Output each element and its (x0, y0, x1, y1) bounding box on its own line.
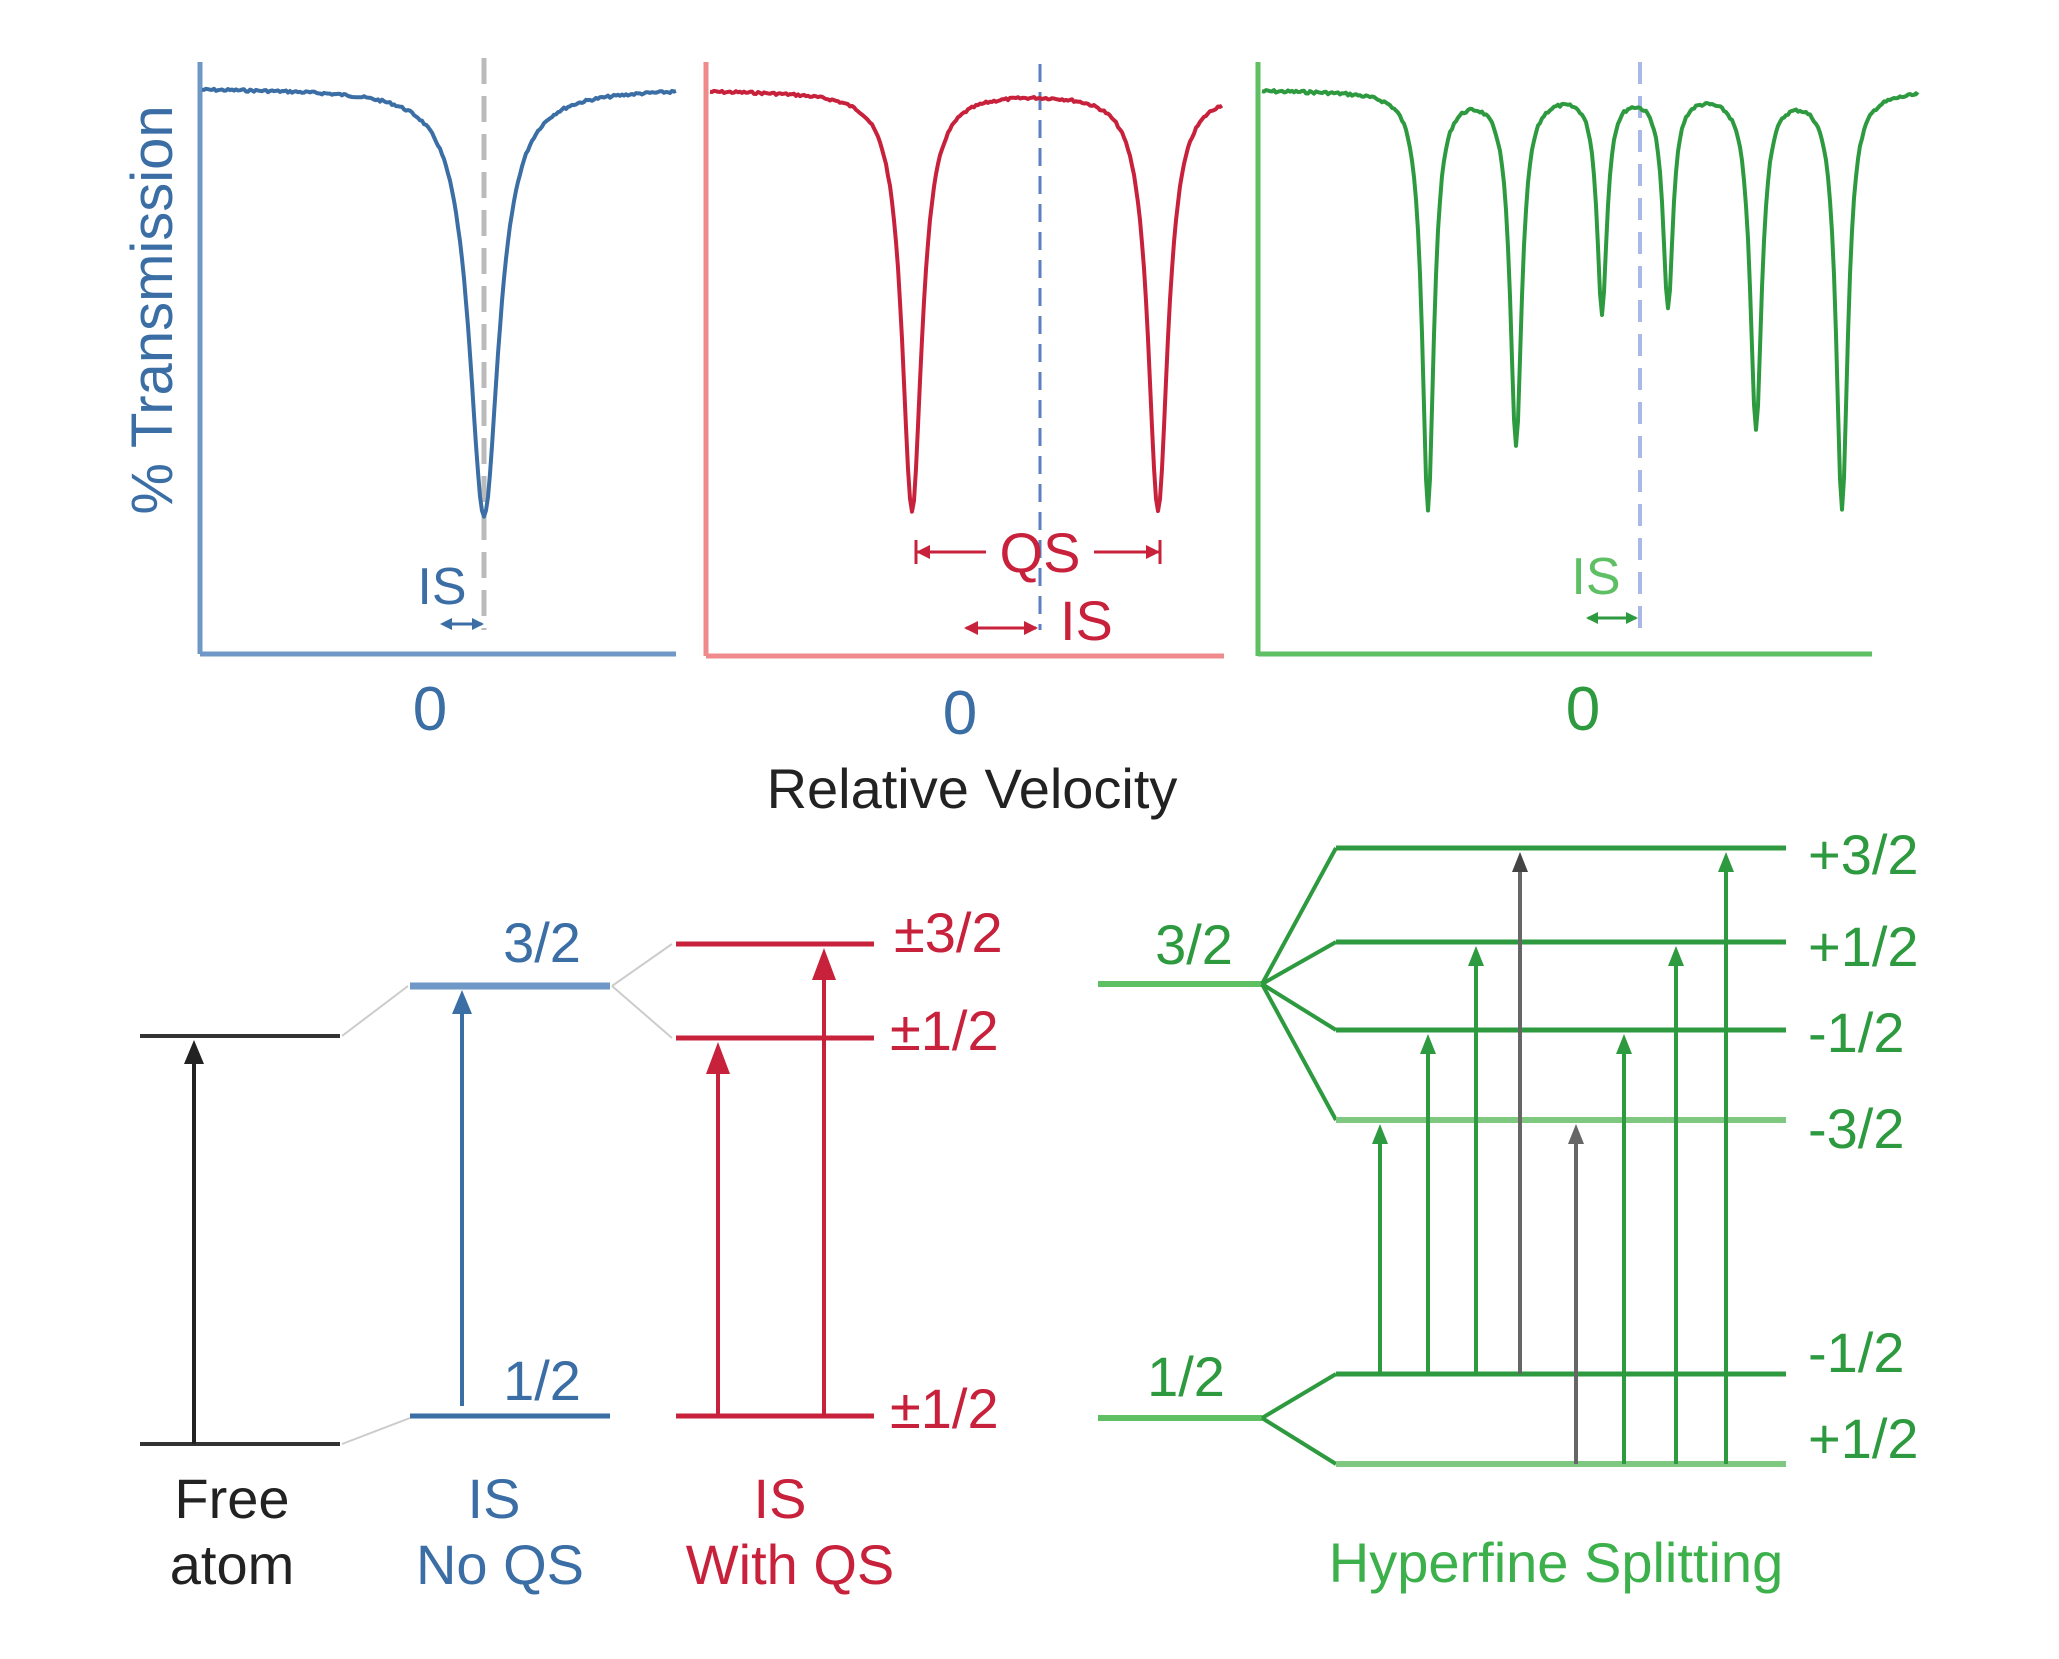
zero-label: 0 (943, 679, 977, 748)
isomer-shift-label: IS (1571, 548, 1620, 606)
ground-spin-label: 1/2 (1147, 1345, 1225, 1408)
excited-upper-spin-label: ±3/2 (894, 901, 1003, 964)
arrow-head (1668, 946, 1684, 966)
spectrum-curve (201, 86, 677, 519)
arrow-head (184, 1040, 204, 1064)
spectrum-curve (1261, 88, 1920, 513)
sublevel-label: +1/2 (1808, 915, 1919, 978)
spectrum-panel-single: 0 IS (197, 58, 677, 744)
free-atom-levels: Free atom (140, 1034, 340, 1596)
connector (611, 943, 673, 987)
zero-label: 0 (1566, 675, 1600, 744)
connector (341, 1417, 411, 1445)
arrow-head (1420, 1034, 1436, 1054)
isomer-shift-arrow (440, 618, 484, 630)
caption-line2: atom (170, 1533, 295, 1596)
sublevel-label: +1/2 (1808, 1407, 1919, 1470)
hyperfine-levels: 3/2 1/2 +3/2 +1/2 -1/2 -3/2 -1/2 +1/2 (1098, 823, 1919, 1594)
sublevel-label: -1/2 (1808, 1001, 1905, 1064)
quadrupole-splitting-arrow (914, 540, 1162, 564)
excited-spin-label: 3/2 (503, 911, 581, 974)
hyperfine-transitions (1372, 852, 1734, 1464)
connector (341, 985, 409, 1037)
connector (611, 985, 673, 1039)
spectra-section: % Transmission 0 IS 0 (120, 58, 1920, 820)
excited-fan (1260, 847, 1338, 1121)
excited-spin-label: 3/2 (1155, 913, 1233, 976)
arrow-head (706, 1042, 730, 1074)
caption-line2: With QS (686, 1533, 894, 1596)
arrow-head (1718, 852, 1734, 872)
arrow-head (1616, 1034, 1632, 1054)
ground-fan (1260, 1372, 1338, 1466)
spectrum-panel-sextet: 0 IS (1255, 62, 1920, 744)
zero-label: 0 (413, 675, 447, 744)
ground-spin-label: ±1/2 (890, 1377, 999, 1440)
x-axis-label: Relative Velocity (767, 757, 1178, 820)
isomer-shift-label: IS (1060, 589, 1113, 652)
isomer-shift-label: IS (417, 558, 466, 616)
caption-line1: Free (174, 1467, 289, 1530)
sublevel-label: -3/2 (1808, 1097, 1905, 1160)
ground-spin-label: 1/2 (503, 1349, 581, 1412)
is-no-qs-levels: 3/2 1/2 IS No QS (410, 911, 610, 1596)
is-with-qs-levels: ±3/2 ±1/2 ±1/2 IS With QS (676, 901, 1003, 1596)
arrow-head (452, 990, 472, 1014)
quadrupole-splitting-label: QS (1000, 521, 1081, 584)
isomer-shift-arrow (1586, 612, 1638, 624)
hyperfine-caption: Hyperfine Splitting (1329, 1531, 1783, 1594)
caption-line1: IS (754, 1467, 807, 1530)
spectrum-panel-doublet: 0 QS IS (703, 62, 1224, 748)
arrow-head (1468, 946, 1484, 966)
arrow-head (1512, 852, 1528, 872)
arrow-head (1568, 1124, 1584, 1144)
isomer-shift-arrow (964, 621, 1038, 635)
y-axis-label: % Transmission (120, 105, 185, 514)
arrow-head (812, 948, 836, 980)
arrow-head (1372, 1124, 1388, 1144)
sublevel-label: +3/2 (1808, 823, 1919, 886)
sublevel-label: -1/2 (1808, 1321, 1905, 1384)
excited-lower-spin-label: ±1/2 (890, 999, 999, 1062)
caption-line1: IS (468, 1467, 521, 1530)
spectrum-curve (709, 88, 1224, 514)
caption-line2: No QS (416, 1533, 584, 1596)
